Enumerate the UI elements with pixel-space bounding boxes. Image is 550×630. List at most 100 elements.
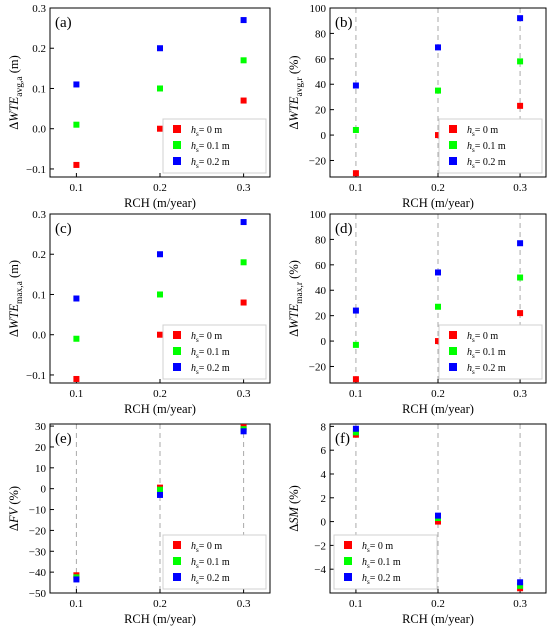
legend-marker	[344, 541, 352, 549]
y-tick-label: −50	[29, 588, 47, 600]
data-point	[73, 81, 80, 88]
legend-marker	[173, 141, 181, 149]
data-point	[352, 376, 359, 383]
y-tick-label: 80	[315, 234, 327, 246]
legend-entry: hs= 0.1 m	[191, 557, 230, 570]
legend-marker	[173, 157, 181, 165]
legend-entry: hs= 0.1 m	[467, 141, 506, 154]
chart-panel-c: −0.1 0.0 0.1 0.2 0.3 0.1 0.2 0.3 RCH (m/year) ΔWT…	[7, 209, 271, 416]
data-point	[352, 82, 359, 89]
y-tick-label: 80	[315, 28, 327, 40]
y-tick-label: 0.1	[32, 83, 46, 95]
legend: hs= 0 m hs= 0.1 m hs= 0.2 m	[162, 324, 267, 380]
data-point	[240, 428, 247, 435]
y-tick-label: 0	[321, 336, 327, 348]
y-tick-label: 6	[321, 445, 327, 457]
y-tick-label: 0.3	[32, 209, 46, 221]
y-tick-label: 0.0	[32, 124, 46, 136]
legend-entry: hs= 0.2 m	[191, 157, 230, 170]
x-tick-label: 0.3	[513, 182, 527, 194]
legend-marker	[173, 557, 181, 565]
legend-marker	[344, 557, 352, 565]
y-tick-label: 0	[321, 130, 327, 142]
data-point	[352, 307, 359, 314]
data-point	[157, 85, 163, 92]
y-tick-label: −30	[29, 546, 47, 558]
data-point	[73, 121, 80, 128]
legend-marker	[173, 541, 181, 549]
y-tick-label: −20	[309, 155, 327, 167]
legend-marker	[449, 157, 457, 165]
data-point	[240, 17, 247, 24]
x-tick-label: 0.2	[431, 182, 445, 194]
y-axis-label: ΔWTEavg,a (m)	[7, 55, 25, 130]
legend-marker	[173, 573, 181, 581]
y-tick-label: −20	[309, 361, 327, 373]
chart-panel-b: −20 0 20 40 60 80 100 0.1 0.2 0.3 RCH (m/year) ΔWTE…	[287, 3, 547, 210]
y-tick-label: 0	[41, 484, 47, 496]
y-tick-label: 0.0	[32, 330, 46, 342]
y-tick-label: 40	[315, 285, 327, 297]
legend: hs= 0 m hs= 0.1 m hs= 0.2 m	[438, 118, 543, 174]
y-tick-label: 30	[35, 421, 47, 433]
data-point	[352, 170, 359, 177]
data-point	[435, 44, 441, 51]
y-tick-label: 20	[35, 442, 47, 454]
data-point	[157, 331, 163, 338]
x-tick-label: 0.3	[513, 388, 527, 400]
panel-label: (d)	[335, 221, 353, 237]
data-point	[73, 335, 80, 342]
y-tick-label: 0.1	[32, 289, 46, 301]
data-point	[352, 425, 359, 432]
data-point	[517, 240, 524, 247]
data-point	[517, 274, 524, 281]
y-tick-label: 100	[310, 209, 327, 221]
chart-panel-f: −4 −2 0 2 4 6 8 0.1 0.2 0.3 RCH (m/year) ΔSM (%) (f)…	[287, 421, 547, 626]
x-tick-label: 0.1	[70, 598, 84, 610]
legend-entry: hs= 0.2 m	[467, 157, 506, 170]
y-tick-label: 2	[321, 493, 327, 505]
y-axis-label: ΔWTEmax,a (m)	[7, 260, 25, 337]
x-tick-label: 0.3	[513, 598, 527, 610]
data-point	[157, 251, 163, 258]
x-tick-label: 0.3	[237, 598, 251, 610]
y-tick-label: −10	[29, 505, 47, 517]
data-point	[73, 295, 80, 302]
data-point	[157, 491, 163, 498]
legend-entry: hs= 0 m	[191, 331, 222, 344]
legend-marker	[173, 331, 181, 339]
chart-panel-d: −20 0 20 40 60 80 100 0.1 0.2 0.3 RCH (m/year) ΔWTE…	[287, 209, 547, 416]
panel-label: (e)	[55, 431, 72, 447]
data-point	[435, 303, 441, 310]
legend: hs= 0 m hs= 0.1 m hs= 0.2 m	[333, 534, 438, 590]
data-point	[352, 126, 359, 133]
y-tick-label: −2	[314, 540, 326, 552]
x-tick-label: 0.3	[237, 388, 251, 400]
y-tick-label: 0.3	[32, 3, 46, 15]
legend-entry: hs= 0.1 m	[191, 347, 230, 360]
data-point	[240, 259, 247, 266]
panel-label: (f)	[335, 431, 350, 447]
x-axis-label: RCH (m/year)	[124, 612, 196, 626]
legend-entry: hs= 0 m	[467, 331, 498, 344]
data-point	[73, 161, 80, 168]
data-point	[435, 269, 441, 276]
legend-entry: hs= 0.2 m	[191, 573, 230, 586]
data-point	[352, 429, 359, 436]
x-tick-label: 0.3	[237, 182, 251, 194]
data-point	[352, 341, 359, 348]
y-tick-label: 10	[35, 463, 47, 475]
legend: hs= 0 m hs= 0.1 m hs= 0.2 m	[438, 324, 543, 380]
data-point	[517, 15, 524, 22]
legend-marker	[173, 347, 181, 355]
legend-marker	[344, 573, 352, 581]
legend-entry: hs= 0 m	[467, 125, 498, 138]
data-point	[157, 45, 163, 52]
legend: hs= 0 m hs= 0.1 m hs= 0.2 m	[162, 534, 267, 590]
y-tick-label: −20	[29, 525, 47, 537]
data-point	[240, 299, 247, 306]
data-point	[73, 576, 80, 583]
x-axis-label: RCH (m/year)	[402, 402, 474, 416]
legend-marker	[449, 141, 457, 149]
